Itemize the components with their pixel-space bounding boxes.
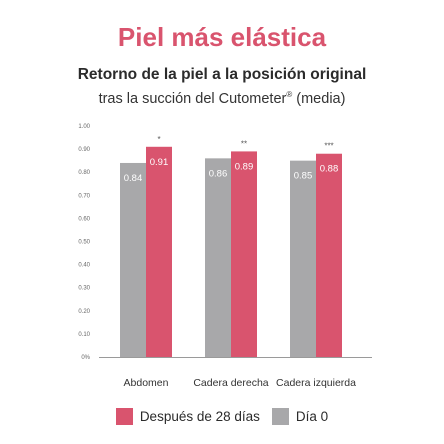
y-tick-label: 0.70 <box>78 193 90 199</box>
legend-swatch-day0 <box>271 408 289 425</box>
significance-marker: * <box>157 135 160 144</box>
x-category-label: Cadera derecha <box>193 377 268 389</box>
data-label-day0: 0.85 <box>294 171 313 182</box>
y-tick-label: 1.00 <box>78 124 90 130</box>
legend-item-after: Después de 28 días <box>115 408 260 425</box>
x-category-label: Abdomen <box>124 377 169 389</box>
data-label-day0: 0.84 <box>124 173 143 184</box>
y-tick-label: 0.20 <box>78 309 90 315</box>
y-tick-label: 0.30 <box>78 286 90 292</box>
y-tick-label: 0.40 <box>78 263 90 269</box>
data-label-after: 0.91 <box>150 157 169 168</box>
bar-after <box>231 151 257 357</box>
x-category-label: Cadera izquierda <box>276 377 356 389</box>
y-tick-label: 0.90 <box>78 147 90 153</box>
chart-title: Retorno de la piel a la posición origina… <box>77 66 367 83</box>
legend-swatch-after <box>115 408 133 425</box>
significance-marker: *** <box>324 142 333 151</box>
subtitle-suffix: (media) <box>292 90 346 107</box>
bar-day0 <box>290 160 316 357</box>
legend: Después de 28 días Día 0 <box>0 408 444 425</box>
bar-day0 <box>120 162 146 357</box>
registered-mark: ® <box>286 90 293 99</box>
bar-day0 <box>205 158 231 357</box>
subtitle-text: tras la succión del Cutometer <box>98 90 287 107</box>
y-tick-label: 0.80 <box>78 170 90 176</box>
y-tick-label: 0% <box>81 355 90 361</box>
y-tick-label: 0.60 <box>78 216 90 222</box>
data-label-after: 0.89 <box>235 161 254 172</box>
chart-subtitle: tras la succión del Cutometer® (media) <box>0 90 444 107</box>
data-label-after: 0.88 <box>320 164 339 175</box>
y-tick-label: 0.50 <box>78 240 90 246</box>
y-tick-label: 0.10 <box>78 332 90 338</box>
data-label-day0: 0.86 <box>209 168 228 179</box>
legend-item-day0: Día 0 <box>271 408 329 425</box>
legend-label-day0: Día 0 <box>295 409 329 424</box>
legend-label-after: Después de 28 días <box>139 409 260 424</box>
page-title: Piel más elástica <box>117 22 327 52</box>
significance-marker: ** <box>241 139 247 148</box>
bar-after <box>146 146 172 357</box>
bar-after <box>316 153 342 357</box>
